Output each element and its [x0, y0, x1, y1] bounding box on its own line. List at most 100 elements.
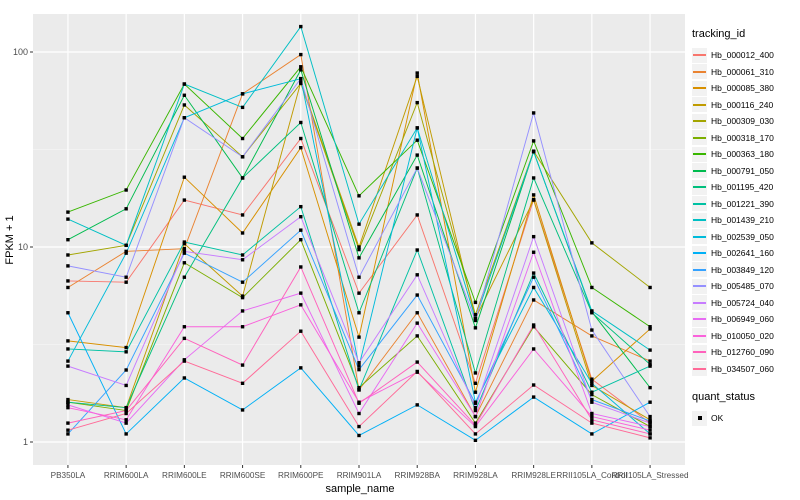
y-tick-label: 10	[18, 242, 28, 252]
data-point-square	[124, 275, 128, 279]
x-tick-label: RRIM928BA	[394, 471, 440, 480]
data-point-square	[66, 364, 70, 368]
legend-line-key-icon	[692, 80, 707, 96]
legend-line-key-icon	[692, 245, 707, 261]
data-point-square	[182, 247, 187, 251]
data-point-square	[590, 285, 594, 290]
legend-item: Hb_000012_400	[692, 47, 798, 64]
data-point-square	[66, 311, 70, 315]
data-point-square	[66, 238, 70, 242]
data-point-square	[240, 253, 245, 257]
data-point-square	[357, 222, 361, 226]
data-point-square	[240, 176, 245, 180]
legend-item-label: OK	[711, 413, 724, 424]
legend-line-key-icon	[692, 179, 707, 195]
data-point-square	[357, 361, 361, 365]
data-point-square	[531, 198, 536, 202]
data-point-square	[473, 318, 478, 323]
data-point-square	[531, 285, 536, 290]
legend-item-label: Hb_000309_030	[711, 116, 774, 127]
legend-item-label: Hb_034507_060	[711, 363, 774, 374]
data-point-square	[648, 385, 652, 390]
data-point-square	[182, 198, 187, 202]
data-point-square	[415, 369, 419, 374]
data-point-square	[415, 311, 419, 315]
data-point-square	[415, 100, 419, 105]
data-point-square	[299, 136, 303, 141]
data-point-square	[473, 390, 478, 394]
data-point-square	[66, 279, 70, 283]
data-point-square	[357, 256, 361, 260]
data-point-square	[240, 309, 245, 313]
axis-ticks	[30, 51, 651, 468]
data-point-square	[124, 249, 128, 254]
data-point-square	[590, 411, 594, 416]
data-point-square	[240, 363, 245, 367]
legend-line-key-icon	[692, 146, 707, 162]
legend-item-label: Hb_005485_070	[711, 281, 774, 292]
legend-item: Hb_005724_040	[692, 295, 798, 312]
data-point-square	[648, 424, 652, 429]
data-point-square	[66, 400, 70, 404]
data-point-square	[531, 176, 536, 180]
data-point-square	[415, 248, 419, 252]
legend-item: Hb_000318_170	[692, 130, 798, 147]
legend-item: Hb_012760_090	[692, 344, 798, 361]
data-point-square	[124, 405, 128, 410]
data-point-square	[357, 385, 361, 390]
legend-line-key-icon	[692, 97, 707, 113]
legend-items: Hb_000012_400 Hb_000061_310 Hb_000085_380 H…	[692, 47, 798, 377]
data-point-square	[240, 408, 245, 412]
data-point-square	[66, 421, 70, 425]
data-point-square	[240, 280, 245, 284]
data-point-square	[357, 275, 361, 279]
data-point-square	[182, 336, 187, 341]
data-point-square	[357, 388, 361, 392]
data-point-square	[66, 210, 70, 214]
legend-item-label: Hb_000363_180	[711, 149, 774, 160]
data-point-square	[531, 383, 536, 387]
data-point-square	[124, 383, 128, 388]
legend-item: Hb_000061_310	[692, 64, 798, 81]
legend-item: Hb_000116_240	[692, 97, 798, 114]
x-tick-label: PB350LA	[51, 471, 86, 480]
data-point-square	[415, 321, 419, 325]
legend-item: Hb_002539_050	[692, 229, 798, 246]
legend-item: Hb_000363_180	[692, 146, 798, 163]
data-point-square	[124, 251, 128, 255]
data-point-square	[299, 65, 303, 69]
data-point-square	[648, 432, 652, 436]
data-point-square	[299, 329, 303, 333]
data-point-square	[240, 295, 245, 300]
legend-item: Hb_002641_160	[692, 245, 798, 262]
legend-line-key-icon	[692, 130, 707, 146]
data-point-square	[590, 397, 594, 402]
legend-item: Hb_001195_420	[692, 179, 798, 196]
data-point-square	[531, 250, 536, 254]
data-point-square	[357, 311, 361, 315]
data-point-square	[240, 92, 245, 96]
data-point-square	[66, 264, 70, 268]
data-point-square	[240, 105, 245, 110]
data-point-square	[66, 403, 70, 407]
data-point-square	[240, 155, 245, 159]
data-point-square	[299, 238, 303, 242]
data-point-square	[357, 245, 361, 249]
data-point-square	[182, 116, 187, 120]
data-point-square	[240, 136, 245, 141]
legend-item: Hb_010050_020	[692, 328, 798, 345]
data-point-square	[473, 414, 478, 419]
data-point-square	[299, 120, 303, 125]
data-point-square	[531, 323, 536, 327]
data-point-square	[240, 258, 245, 262]
y-tick-label: 100	[13, 47, 28, 57]
legend-line-key-icon	[692, 163, 707, 179]
legend-item-label: Hb_000012_400	[711, 50, 774, 61]
data-point-square	[473, 438, 478, 443]
data-point-square	[590, 379, 594, 383]
data-point-square	[531, 325, 536, 329]
legend-line-key-icon	[692, 361, 707, 377]
legend-line-key-icon	[692, 64, 707, 80]
data-point-square	[473, 300, 478, 305]
legend-item: Hb_003849_120	[692, 262, 798, 279]
